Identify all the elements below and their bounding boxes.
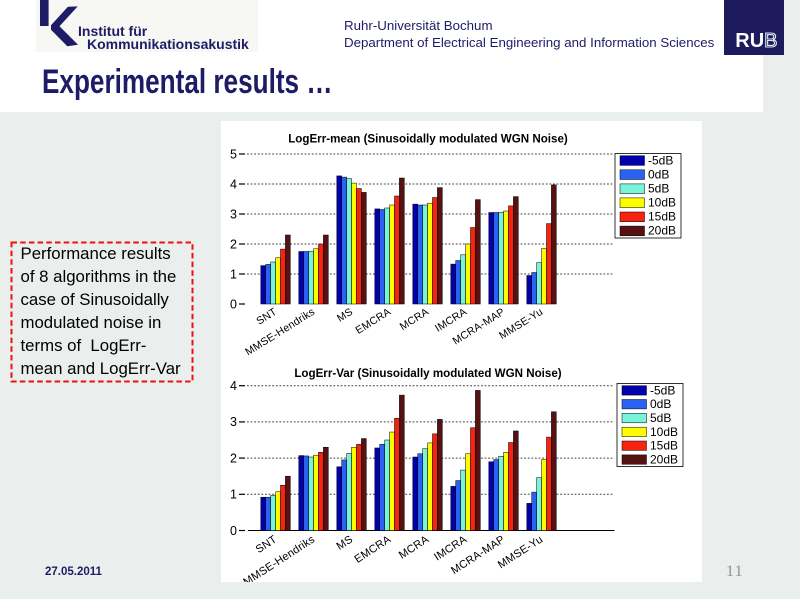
svg-text:5: 5 bbox=[230, 147, 237, 161]
svg-text:20dB: 20dB bbox=[648, 224, 676, 238]
svg-text:15dB: 15dB bbox=[648, 210, 676, 224]
svg-text:3: 3 bbox=[230, 207, 237, 221]
svg-text:1: 1 bbox=[230, 267, 237, 281]
svg-text:LogErr-Var (Sinusoidally modul: LogErr-Var (Sinusoidally modulated WGN N… bbox=[294, 367, 561, 380]
svg-text:3: 3 bbox=[230, 415, 237, 429]
svg-text:4: 4 bbox=[230, 177, 237, 191]
svg-text:-5dB: -5dB bbox=[650, 383, 675, 397]
svg-text:4: 4 bbox=[230, 379, 237, 393]
svg-text:0dB: 0dB bbox=[650, 397, 671, 411]
svg-text:0dB: 0dB bbox=[648, 167, 669, 181]
svg-text:-5dB: -5dB bbox=[648, 153, 673, 167]
svg-text:10dB: 10dB bbox=[650, 425, 678, 439]
svg-text:0: 0 bbox=[230, 297, 237, 311]
svg-text:20dB: 20dB bbox=[650, 453, 678, 467]
svg-text:1: 1 bbox=[230, 488, 237, 502]
svg-text:10dB: 10dB bbox=[648, 196, 676, 210]
svg-text:5dB: 5dB bbox=[650, 411, 671, 425]
svg-text:LogErr-mean (Sinusoidally modu: LogErr-mean (Sinusoidally modulated WGN … bbox=[288, 132, 568, 145]
svg-text:2: 2 bbox=[230, 237, 237, 251]
svg-text:2: 2 bbox=[230, 451, 237, 465]
svg-text:5dB: 5dB bbox=[648, 182, 669, 196]
svg-text:15dB: 15dB bbox=[650, 439, 678, 453]
svg-text:0: 0 bbox=[230, 524, 237, 538]
